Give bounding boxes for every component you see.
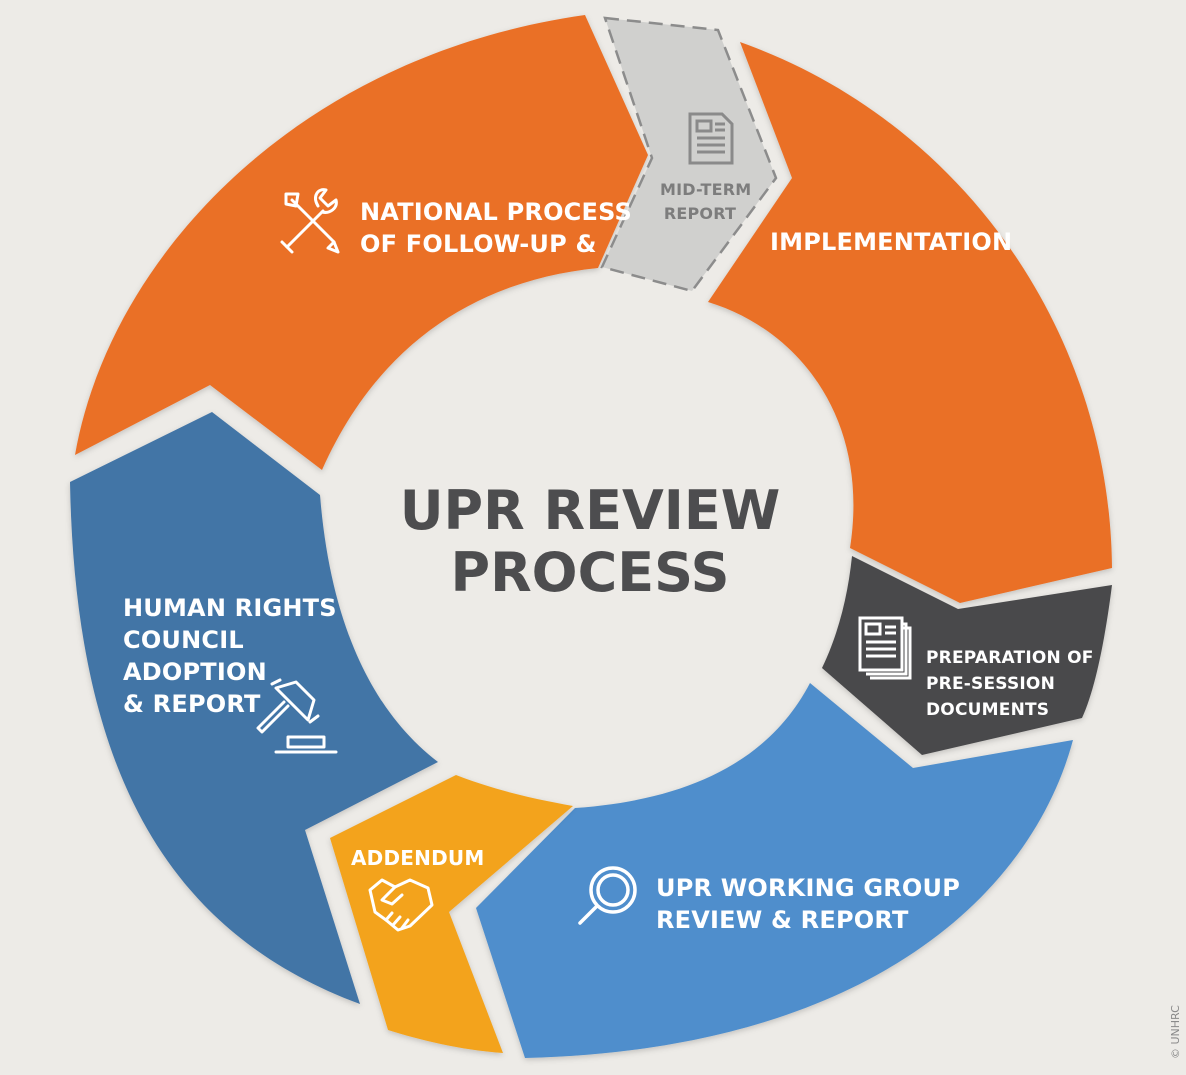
tools-icon: [280, 188, 340, 254]
working-group-label: UPR WORKING GROUP REVIEW & REPORT: [656, 874, 960, 934]
national-process-label: NATIONAL PROCESS OF FOLLOW-UP &: [360, 198, 632, 258]
copyright-credit: © UNHRC: [1169, 1005, 1182, 1059]
segment-national-process: [75, 15, 648, 470]
magnifier-icon: [578, 866, 637, 925]
documents-stack-icon: [858, 616, 912, 680]
mid-term-report-label: MID-TERM REPORT: [660, 180, 752, 223]
segment-working-group: [476, 683, 1073, 1058]
segment-implementation: [708, 42, 1112, 603]
addendum-label: ADDENDUM: [351, 846, 485, 870]
hrc-adoption-label: HUMAN RIGHTS COUNCIL ADOPTION & REPORT: [123, 594, 337, 718]
gavel-icon: [256, 678, 338, 754]
implementation-label: IMPLEMENTATION: [770, 228, 1013, 256]
segment-hrc-adoption: [70, 412, 438, 1004]
handshake-icon: [368, 878, 434, 932]
segment-pre-session: [822, 556, 1112, 755]
diagram-title: UPR REVIEW PROCESS: [399, 479, 781, 604]
pre-session-label: PREPARATION OF PRE-SESSION DOCUMENTS: [926, 648, 1094, 720]
document-icon: [688, 112, 734, 165]
segment-addendum: [330, 775, 573, 1053]
